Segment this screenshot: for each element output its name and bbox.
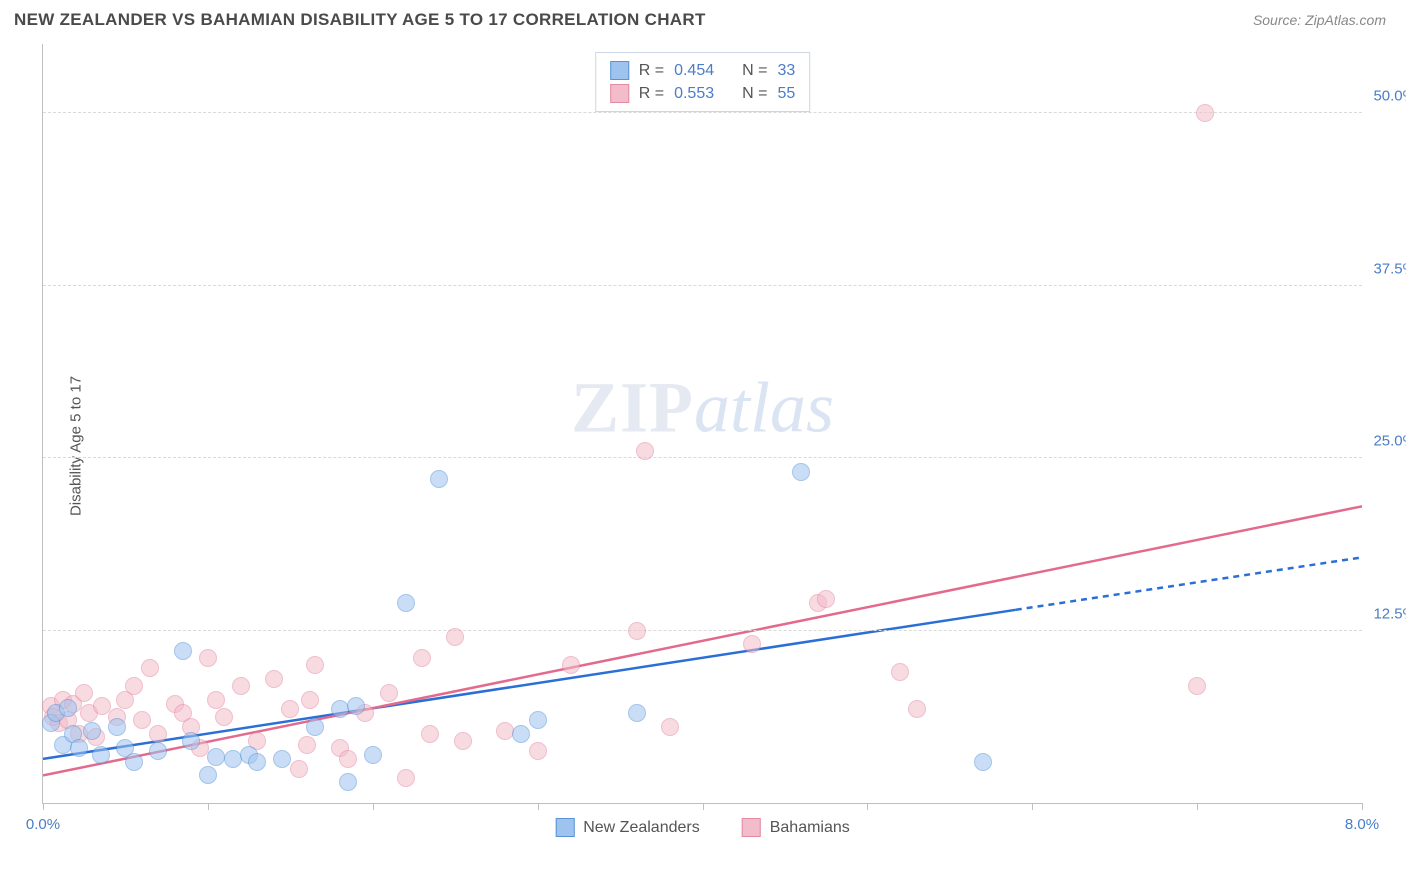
chart-title: NEW ZEALANDER VS BAHAMIAN DISABILITY AGE… (14, 10, 706, 30)
legend: New Zealanders Bahamians (555, 818, 850, 837)
scatter-point (339, 750, 357, 768)
scatter-point (397, 594, 415, 612)
y-tick-label: 50.0% (1373, 88, 1406, 105)
scatter-point (454, 732, 472, 750)
stat-row-series1: R = 0.454 N = 33 (610, 59, 796, 82)
scatter-point (281, 700, 299, 718)
scatter-point (306, 718, 324, 736)
y-tick-label: 12.5% (1373, 605, 1406, 622)
scatter-point (891, 663, 909, 681)
x-tick (538, 803, 539, 810)
x-tick (867, 803, 868, 810)
scatter-point (628, 704, 646, 722)
x-tick-label: 0.0% (26, 816, 60, 833)
scatter-point (182, 732, 200, 750)
scatter-point (207, 691, 225, 709)
scatter-point (817, 590, 835, 608)
swatch-series2 (610, 84, 629, 103)
correlation-stats-box: R = 0.454 N = 33 R = 0.553 N = 55 (595, 52, 811, 112)
scatter-point (290, 760, 308, 778)
scatter-point (529, 711, 547, 729)
scatter-point (108, 718, 126, 736)
scatter-point (1188, 677, 1206, 695)
scatter-point (248, 753, 266, 771)
scatter-point (792, 463, 810, 481)
gridline (43, 285, 1362, 286)
scatter-point (70, 739, 88, 757)
scatter-point (273, 750, 291, 768)
source-attribution: Source: ZipAtlas.com (1253, 12, 1386, 28)
legend-swatch-series2 (742, 818, 761, 837)
scatter-point (743, 635, 761, 653)
scatter-point (83, 722, 101, 740)
legend-item-series2: Bahamians (742, 818, 850, 837)
legend-swatch-series1 (555, 818, 574, 837)
y-tick-label: 25.0% (1373, 433, 1406, 450)
scatter-point (397, 769, 415, 787)
x-tick (43, 803, 44, 810)
x-tick (373, 803, 374, 810)
scatter-point (265, 670, 283, 688)
scatter-point (149, 725, 167, 743)
scatter-point (125, 677, 143, 695)
scatter-point (529, 742, 547, 760)
scatter-point (347, 697, 365, 715)
scatter-point (125, 753, 143, 771)
y-tick-label: 37.5% (1373, 260, 1406, 277)
scatter-point (232, 677, 250, 695)
scatter-point (133, 711, 151, 729)
scatter-point (413, 649, 431, 667)
scatter-point (306, 656, 324, 674)
scatter-point (562, 656, 580, 674)
scatter-point (430, 470, 448, 488)
x-tick-label: 8.0% (1345, 816, 1379, 833)
chart-header: NEW ZEALANDER VS BAHAMIAN DISABILITY AGE… (0, 0, 1406, 36)
scatter-point (661, 718, 679, 736)
scatter-point (331, 700, 349, 718)
scatter-point (207, 748, 225, 766)
gridline (43, 112, 1362, 113)
x-tick (208, 803, 209, 810)
scatter-point (628, 622, 646, 640)
scatter-point (421, 725, 439, 743)
gridline (43, 457, 1362, 458)
scatter-point (364, 746, 382, 764)
plot-area: ZIPatlas R = 0.454 N = 33 R = 0.553 N = … (42, 44, 1362, 804)
scatter-point (92, 746, 110, 764)
chart-container: Disability Age 5 to 17 ZIPatlas R = 0.45… (0, 36, 1406, 856)
scatter-point (301, 691, 319, 709)
scatter-point (199, 649, 217, 667)
x-tick (1362, 803, 1363, 810)
scatter-point (174, 642, 192, 660)
scatter-point (59, 699, 77, 717)
scatter-point (75, 684, 93, 702)
gridline (43, 630, 1362, 631)
scatter-point (380, 684, 398, 702)
scatter-point (298, 736, 316, 754)
scatter-point (1196, 104, 1214, 122)
scatter-point (908, 700, 926, 718)
legend-item-series1: New Zealanders (555, 818, 700, 837)
watermark: ZIPatlas (571, 367, 834, 450)
scatter-point (224, 750, 242, 768)
scatter-point (446, 628, 464, 646)
scatter-point (496, 722, 514, 740)
scatter-point (636, 442, 654, 460)
x-tick (703, 803, 704, 810)
x-tick (1032, 803, 1033, 810)
scatter-point (512, 725, 530, 743)
x-tick (1197, 803, 1198, 810)
scatter-point (339, 773, 357, 791)
scatter-point (215, 708, 233, 726)
scatter-point (141, 659, 159, 677)
scatter-point (974, 753, 992, 771)
stat-row-series2: R = 0.553 N = 55 (610, 82, 796, 105)
swatch-series1 (610, 61, 629, 80)
scatter-point (199, 766, 217, 784)
scatter-point (149, 742, 167, 760)
